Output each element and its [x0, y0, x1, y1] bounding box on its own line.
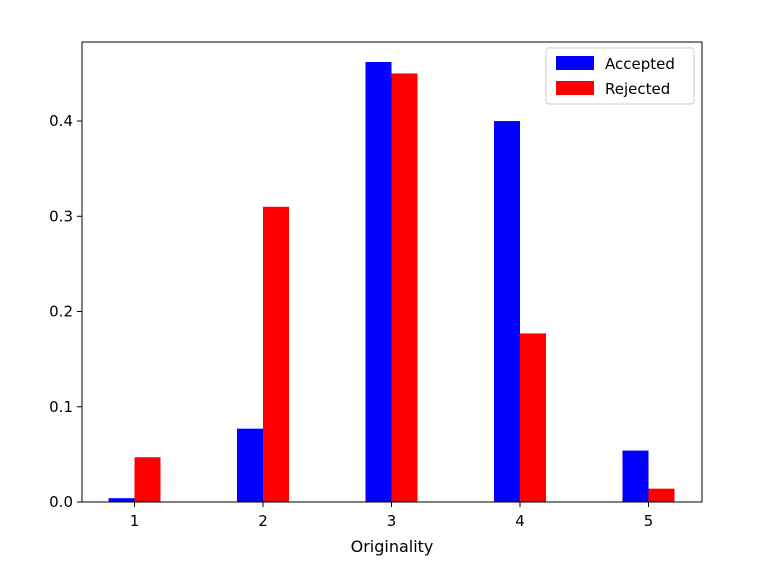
x-tick-label: 3	[387, 512, 397, 530]
bar-rejected-3	[391, 73, 418, 503]
legend-label-rejected: Rejected	[605, 80, 670, 98]
y-tick-label: 0.4	[49, 112, 73, 130]
x-tick-label: 1	[130, 512, 140, 530]
x-tick-label: 4	[515, 512, 525, 530]
x-axis: 1 2 3 4 5	[130, 502, 654, 530]
x-tick-label: 5	[644, 512, 654, 530]
bar-accepted-2	[237, 428, 263, 502]
bar-accepted-4	[494, 121, 520, 503]
y-tick-label: 0.2	[49, 303, 73, 321]
bar-rejected-2	[263, 206, 289, 502]
legend-swatch-accepted	[556, 56, 594, 70]
bar-accepted-3	[365, 62, 392, 502]
bar-rejected-1	[134, 457, 161, 502]
x-axis-label: Originality	[351, 537, 434, 556]
bar-accepted-1	[108, 498, 135, 502]
legend: Accepted Rejected	[545, 47, 695, 105]
y-tick-label: 0.1	[49, 398, 73, 416]
x-tick-label: 2	[258, 512, 268, 530]
y-axis: 0.0 0.1 0.2 0.3 0.4	[49, 112, 82, 511]
legend-swatch-rejected	[556, 81, 594, 95]
legend-label-accepted: Accepted	[605, 55, 675, 73]
y-tick-label: 0.0	[49, 493, 73, 511]
bars-layer	[108, 62, 675, 503]
bar-rejected-5	[648, 488, 675, 502]
bar-accepted-5	[622, 450, 649, 502]
bar-rejected-4	[520, 333, 546, 502]
y-tick-label: 0.3	[49, 207, 73, 225]
